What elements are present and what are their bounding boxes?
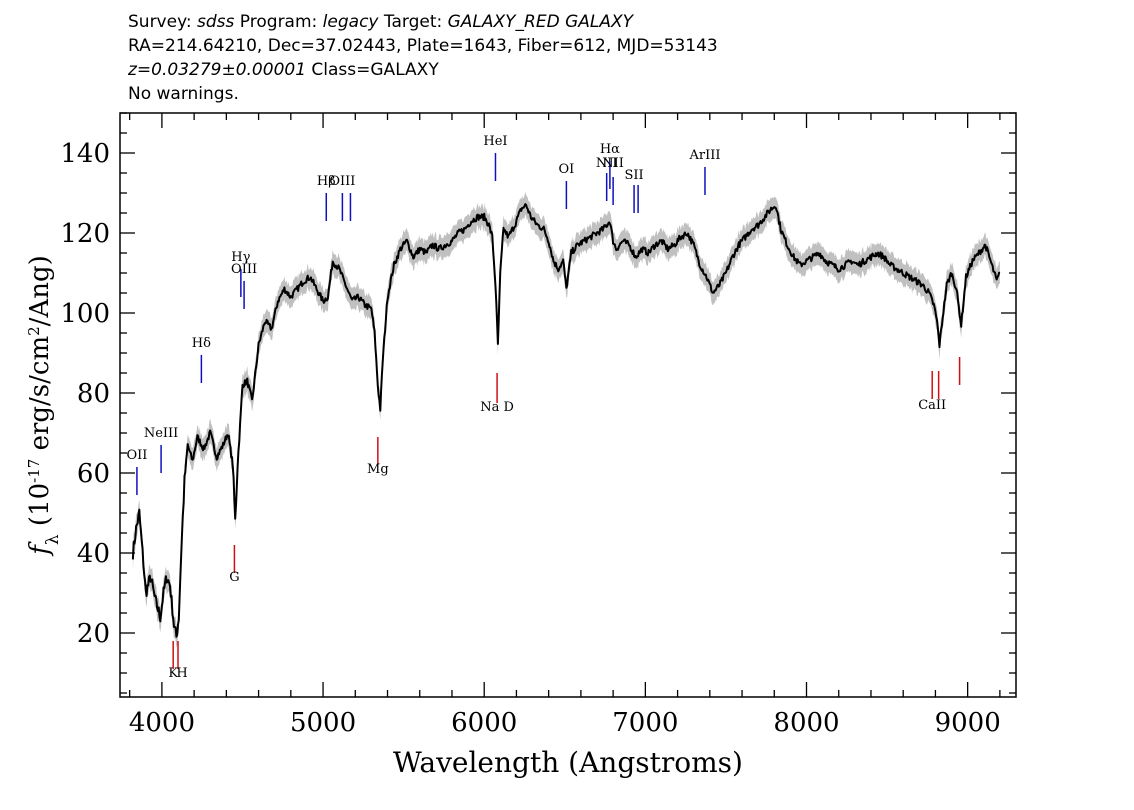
y-tick-label: 60 xyxy=(77,459,110,489)
absorption-line-label: CaII xyxy=(918,398,946,413)
y-axis-label: fλ (10-17 erg/s/cm2/Ang) xyxy=(25,255,63,557)
absorption-line-label: K xyxy=(168,666,178,681)
emission-line-label: Hα xyxy=(600,142,620,157)
x-tick-label: 8000 xyxy=(773,708,839,738)
y-tick-label: 80 xyxy=(77,379,110,409)
header-line-survey: Survey: sdss Program: legacy Target: GAL… xyxy=(128,10,718,34)
x-tick-label: 5000 xyxy=(290,708,356,738)
y-axis-label-part: -17 xyxy=(25,459,43,483)
y-tick-label: 100 xyxy=(60,299,110,329)
absorption-line-label: Na D xyxy=(480,400,514,415)
emission-line-label: SII xyxy=(624,168,643,183)
y-tick-label: 120 xyxy=(60,219,110,249)
y-axis-label-part: λ xyxy=(43,534,63,545)
header-line-redshift: z=0.03279±0.00001 Class=GALAXY xyxy=(128,58,718,82)
target-value: GALAXY_RED GALAXY xyxy=(447,12,634,32)
absorption-line-label: G xyxy=(229,570,239,585)
emission-line-label: OIII xyxy=(329,174,355,189)
error-band xyxy=(132,191,1000,648)
emission-line-label: NII xyxy=(602,156,624,171)
program-value: legacy xyxy=(322,12,379,32)
emission-line-label: Hγ xyxy=(231,250,250,265)
x-tick-label: 4000 xyxy=(129,708,195,738)
y-axis-label-part: /Ang) xyxy=(25,255,55,326)
x-tick-label: 6000 xyxy=(451,708,517,738)
survey-label: Survey: xyxy=(128,12,198,32)
redshift-value: z=0.03279±0.00001 xyxy=(128,60,307,80)
emission-line-label: OIII xyxy=(231,262,257,277)
x-axis-label: Wavelength (Angstroms) xyxy=(393,746,743,779)
y-axis-label-part: erg/s/cm xyxy=(25,336,55,459)
emission-line-label: NII xyxy=(596,156,618,171)
y-tick-label: 40 xyxy=(77,539,110,569)
absorption-line-label: H xyxy=(176,666,187,681)
emission-line-label: HeI xyxy=(483,134,507,149)
spectrum-header: Survey: sdss Program: legacy Target: GAL… xyxy=(128,10,718,106)
emission-line-label: OI xyxy=(558,162,574,177)
plot-frame xyxy=(119,112,1017,698)
emission-line-label: ArIII xyxy=(688,148,720,163)
spectrum-line-layer xyxy=(131,203,1001,638)
emission-line-label: OII xyxy=(126,448,147,463)
y-axis-label-part: (10 xyxy=(25,483,55,535)
header-line-coordinates: RA=214.64210, Dec=37.02443, Plate=1643, … xyxy=(128,36,718,56)
y-tick-label: 20 xyxy=(77,619,110,649)
survey-value: sdss xyxy=(197,12,235,32)
y-tick-label: 140 xyxy=(60,139,110,169)
error-band-layer xyxy=(132,191,1000,648)
spectrum-line xyxy=(131,203,1001,638)
target-label: Target: xyxy=(378,12,448,32)
emission-line-label: NeIII xyxy=(144,426,178,441)
header-line-warnings: No warnings. xyxy=(128,84,239,104)
emission-line-label: Hδ xyxy=(192,336,211,351)
program-label: Program: xyxy=(234,12,323,32)
x-tick-label: 7000 xyxy=(612,708,678,738)
axis-ticks: 4000 5000 6000 7000 8000 9000 20 40 60 80 100 120 14… xyxy=(60,112,1016,738)
y-axis-label-part: 2 xyxy=(25,326,43,336)
absorption-line-label: Mg xyxy=(367,462,389,477)
class-value: Class=GALAXY xyxy=(306,60,439,80)
emission-line-label: Hβ xyxy=(317,174,336,189)
x-tick-label: 9000 xyxy=(935,708,1001,738)
